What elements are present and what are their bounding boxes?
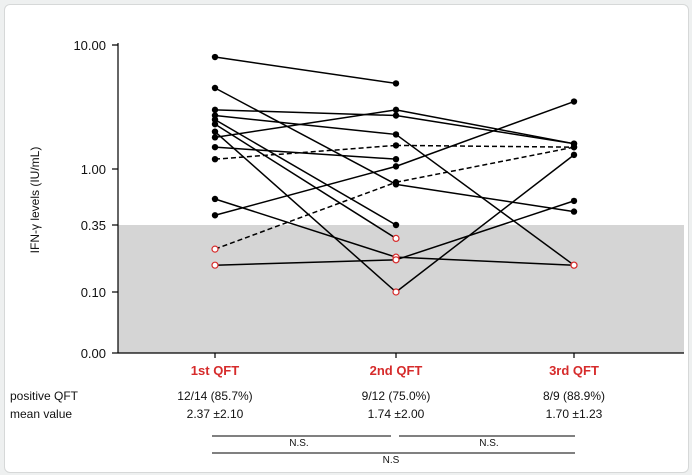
positive-point (570, 98, 578, 105)
mean-value: 1.74 ±2.00 (368, 407, 425, 421)
subject-line (214, 114, 397, 136)
positive-point (211, 143, 219, 151)
positive-point (211, 155, 219, 163)
subject-line (395, 183, 575, 213)
subject-line (395, 114, 575, 145)
sig-label-1-2: N.S. (289, 438, 308, 449)
positive-point (392, 112, 400, 119)
positive-point (392, 142, 400, 149)
subject-line (214, 198, 397, 258)
subject-line (395, 154, 575, 293)
negative-point (211, 261, 219, 269)
subject-line (214, 119, 397, 226)
subject-line (395, 146, 575, 183)
positive-point (392, 179, 400, 186)
sig-label-1-3: N.S (383, 455, 400, 466)
positive-qft-value: 9/12 (75.0%) (362, 389, 431, 403)
ifn-chart: 10.00 1.00 0.35 0.10 0.00 IFN-γ levels (IU/mL… (10, 38, 684, 466)
positive-point (211, 53, 219, 61)
y-tick-label: 0.00 (81, 346, 106, 361)
mean-value: 2.37 ±2.10 (187, 407, 244, 421)
subject-line (395, 144, 575, 148)
positive-qft-value: 12/14 (85.7%) (177, 389, 252, 403)
subject-line (214, 165, 397, 216)
subject-line (395, 256, 575, 266)
mean-value: 1.70 ±1.23 (546, 407, 603, 421)
subject-line (214, 146, 397, 160)
positive-point (211, 120, 219, 128)
negative-point (392, 234, 400, 242)
positive-point (211, 195, 219, 203)
subject-line (214, 131, 397, 293)
positive-point (392, 163, 400, 170)
negative-point (211, 245, 219, 253)
positive-point (392, 106, 400, 114)
y-axis-title: IFN-γ levels (IU/mL) (28, 147, 42, 254)
subject-line (214, 144, 397, 160)
positive-point (211, 84, 219, 92)
negative-point (392, 288, 400, 296)
positive-point (570, 208, 578, 215)
subject-line (395, 109, 575, 145)
subject-line (214, 109, 397, 139)
positive-point (211, 128, 219, 135)
positive-point (570, 197, 578, 205)
y-tick-label: 0.10 (81, 285, 106, 300)
subject-line (214, 87, 397, 186)
positive-qft-label: positive QFT (10, 389, 79, 403)
positive-point (392, 155, 400, 163)
positive-point (570, 143, 578, 151)
subject-line (214, 56, 397, 85)
positive-point (392, 131, 400, 138)
positive-point (211, 116, 219, 123)
positive-point (211, 106, 219, 114)
positive-point (211, 134, 219, 141)
y-tick-label: 1.00 (81, 162, 106, 177)
positive-point (570, 151, 578, 159)
y-tick-label: 10.00 (73, 38, 106, 53)
y-tick-label: 0.35 (81, 218, 106, 233)
subject-line (395, 200, 575, 261)
positive-point (392, 80, 400, 87)
subject-line (395, 100, 575, 168)
subject-line (214, 181, 397, 250)
figure-panel: 10.00 1.00 0.35 0.10 0.00 IFN-γ levels (IU/mL… (4, 4, 689, 473)
subject-line (214, 259, 397, 266)
positive-qft-value: 8/9 (88.9%) (543, 389, 605, 403)
positive-point (211, 212, 219, 219)
positive-point (392, 221, 400, 229)
category-label: 2nd QFT (370, 363, 423, 378)
category-label: 1st QFT (191, 363, 239, 378)
sig-label-2-3: N.S. (479, 438, 498, 449)
subject-line (214, 123, 397, 240)
negative-point (392, 256, 400, 264)
negative-point (570, 261, 578, 269)
mean-value-label: mean value (10, 407, 72, 421)
category-label: 3rd QFT (549, 363, 599, 378)
